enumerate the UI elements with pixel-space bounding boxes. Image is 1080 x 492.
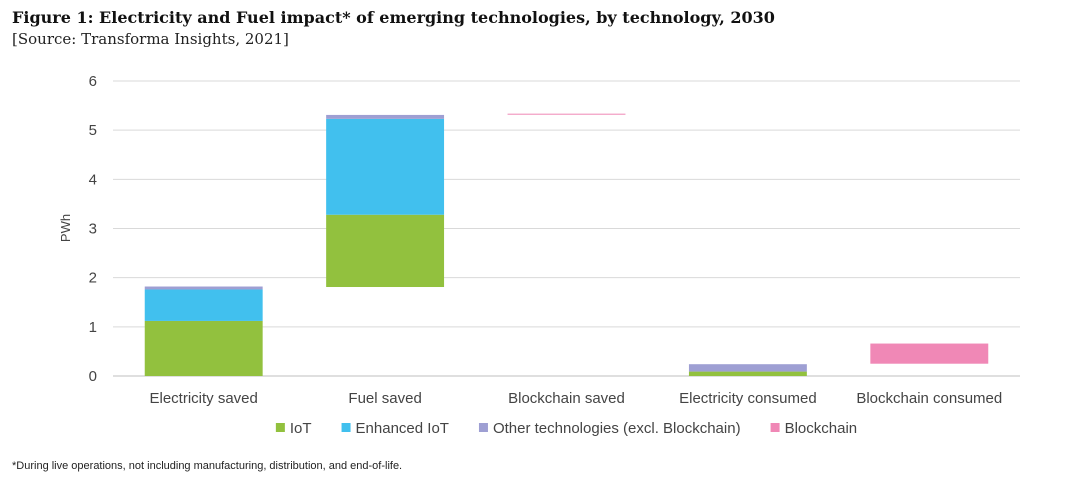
y-tick-label: 5 <box>89 122 97 139</box>
legend-swatch <box>478 423 488 432</box>
legend-swatch <box>770 423 780 432</box>
y-tick-label: 4 <box>89 171 97 188</box>
legend-label: IoT <box>290 420 312 437</box>
y-tick-label: 1 <box>89 319 97 336</box>
y-tick-label: 0 <box>89 368 97 385</box>
legend-swatch <box>275 423 285 432</box>
figure-source: [Source: Transforma Insights, 2021] <box>12 30 289 48</box>
x-tick-label: Electricity saved <box>150 390 258 407</box>
y-tick-label: 3 <box>89 221 97 238</box>
y-axis-ticks: 0 1 2 3 4 5 6 <box>89 73 97 385</box>
figure-title: Figure 1: Electricity and Fuel impact* o… <box>12 8 775 27</box>
legend: IoT Enhanced IoT Other technologies (excl.… <box>275 420 858 437</box>
bar-segment <box>507 113 626 115</box>
bars <box>144 113 989 376</box>
bar-segment <box>144 286 263 290</box>
chart: 0 1 2 3 4 5 6 PWh Electricity saved Fuel saved B… <box>58 73 1020 437</box>
x-axis-ticks: Electricity saved Fuel saved Blockchain sa… <box>150 390 1003 407</box>
legend-label: Other technologies (excl. Blockchain) <box>493 420 741 437</box>
bar-segment <box>144 289 263 321</box>
bar-segment <box>870 343 989 364</box>
bar-segment <box>688 371 807 376</box>
x-tick-label: Blockchain consumed <box>856 390 1002 407</box>
x-tick-label: Blockchain saved <box>508 390 625 407</box>
bar-segment <box>144 320 263 376</box>
x-tick-label: Electricity consumed <box>679 390 817 407</box>
bar-segment <box>326 214 445 288</box>
legend-swatch <box>341 423 351 432</box>
y-tick-label: 6 <box>89 73 97 90</box>
bar-segment <box>326 114 445 119</box>
gridlines <box>113 80 1020 377</box>
y-tick-label: 2 <box>89 270 97 287</box>
legend-label: Enhanced IoT <box>356 420 449 437</box>
footnote: *During live operations, not including m… <box>12 460 403 472</box>
bar-segment <box>688 364 807 372</box>
bar-segment <box>326 118 445 215</box>
y-axis-label: PWh <box>58 214 73 242</box>
x-tick-label: Fuel saved <box>348 390 421 407</box>
legend-label: Blockchain <box>785 420 858 437</box>
